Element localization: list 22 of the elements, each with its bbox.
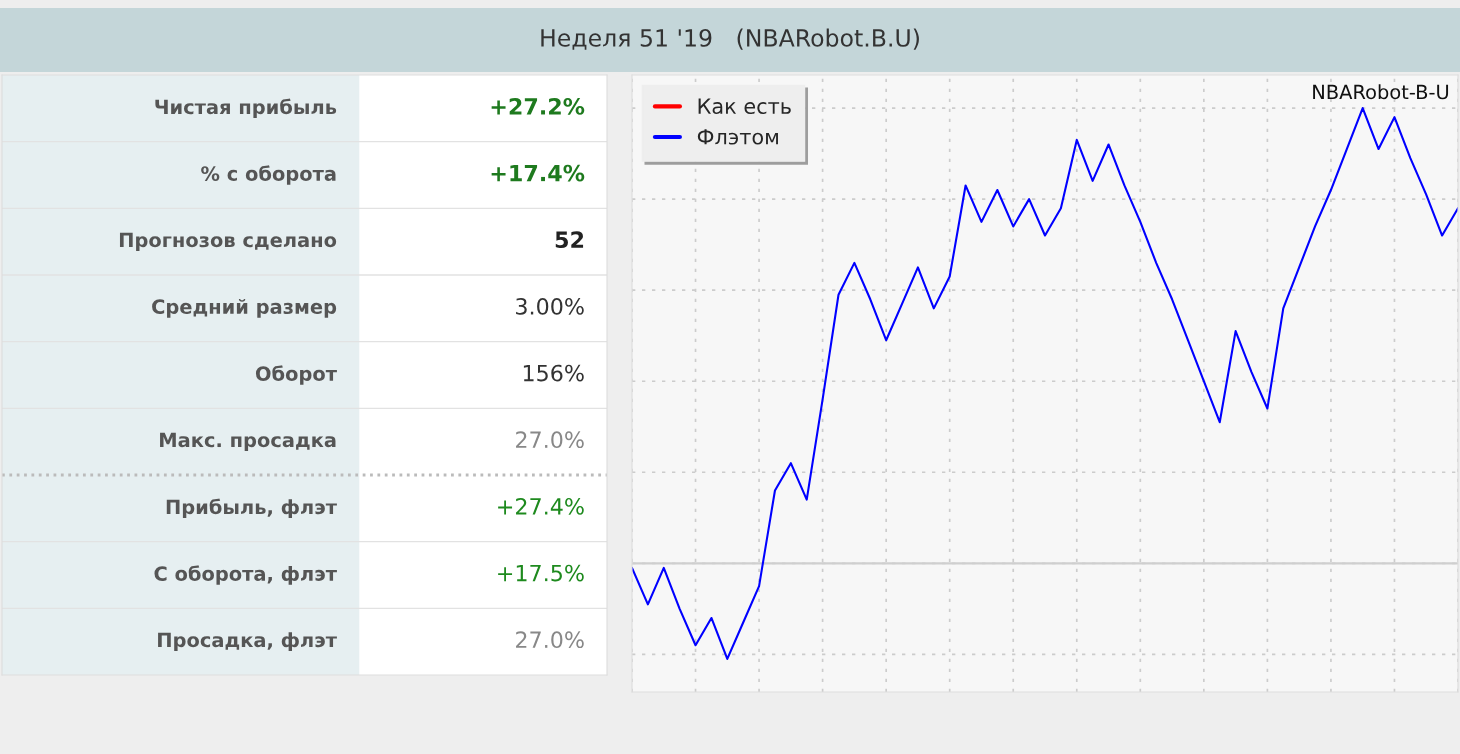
text: +27.2%: [491, 97, 585, 115]
category-label: Прогнозов сделано: [119, 232, 337, 252]
text: 3.00%: [516, 297, 584, 315]
text: 27.0%: [516, 431, 584, 449]
text: +17.4%: [491, 164, 585, 182]
category-label: С оборота, флэт: [154, 565, 337, 585]
text: Неделя 51 '19 (NBARobot.B.U): [541, 28, 919, 50]
category-label: % с оборота: [201, 165, 336, 185]
text: 156%: [523, 364, 584, 382]
category-label: Прибыль, флэт: [166, 498, 337, 519]
text: 52: [555, 231, 584, 249]
text: +17.5%: [498, 564, 584, 582]
text: 27.0%: [516, 631, 584, 649]
category-label: Макс. просадка: [160, 432, 336, 452]
category-label: Средний размер: [152, 298, 337, 318]
category-label: Чистая прибыль: [155, 98, 337, 119]
category-label: Оборот: [255, 365, 337, 385]
legend-label: Флэтом: [697, 129, 778, 145]
text: +27.4%: [498, 497, 584, 515]
text: NBARobot-B-U: [1313, 84, 1449, 100]
category-label: Просадка, флэт: [158, 632, 337, 652]
legend-label: Как есть: [698, 98, 791, 115]
